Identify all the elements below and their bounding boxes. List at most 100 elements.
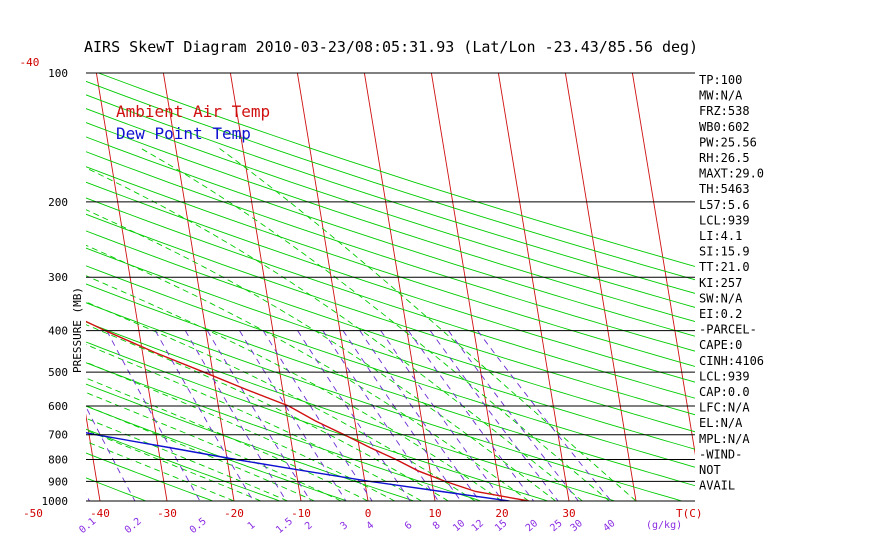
mixing-ratio-line xyxy=(359,330,480,501)
moist-adiabat-line xyxy=(86,301,476,501)
index-item: SI:15.9 xyxy=(699,245,750,259)
pressure-tick-label: 400 xyxy=(48,325,68,338)
index-item: L57:5.6 xyxy=(699,198,750,212)
mixing-ratio-unit-label: (g/kg) xyxy=(646,520,682,531)
mixing-ratio-line xyxy=(262,330,373,501)
dry-adiabat-line xyxy=(86,122,695,323)
index-item: EI:0.2 xyxy=(699,307,742,321)
dry-adiabat-line xyxy=(86,151,695,352)
isotherm-line xyxy=(0,73,33,501)
pressure-tick-label: 800 xyxy=(48,454,68,467)
dry-adiabat-line xyxy=(0,73,12,501)
moist-adiabat-line xyxy=(86,244,530,501)
axes: 1002003004005006007008009001000-120-110-… xyxy=(19,56,703,536)
moist-adiabat-line xyxy=(86,209,556,501)
temp-unit-label: T(C) xyxy=(676,507,703,520)
dew-point-temp-line xyxy=(86,432,510,501)
isotherm-line xyxy=(95,73,168,501)
index-item: WB0:602 xyxy=(699,120,750,134)
sounding-curves xyxy=(86,320,529,501)
legend-dew-point-temp: Dew Point Temp xyxy=(116,124,251,143)
dry-adiabat-line xyxy=(86,321,616,501)
moist-adiabat-line xyxy=(86,167,583,501)
isotherm-line xyxy=(363,73,436,501)
moist-adiabat-line xyxy=(86,275,503,501)
bottom-temp-tick-label: -40 xyxy=(90,507,110,520)
pressure-tick-label: 900 xyxy=(48,475,68,488)
dry-adiabat-line xyxy=(86,230,695,433)
bottom-temp-tick-label: 20 xyxy=(495,507,508,520)
dry-adiabat-line xyxy=(86,197,695,399)
moist-adiabat-line xyxy=(86,429,261,501)
pressure-tick-label: 1000 xyxy=(42,495,69,508)
mixing-ratio-line xyxy=(408,330,534,501)
index-item: -PARCEL- xyxy=(699,323,757,337)
isotherm-line xyxy=(564,73,637,501)
mixing-ratio-line xyxy=(185,330,287,501)
index-item: AVAIL xyxy=(699,479,735,493)
moist-adiabat-line xyxy=(86,417,288,501)
index-item: CAP:0.0 xyxy=(699,385,750,399)
isotherm-line xyxy=(430,73,503,501)
mixing-ratio-line xyxy=(429,330,559,501)
index-item: RH:26.5 xyxy=(699,151,750,165)
index-item: CAPE:0 xyxy=(699,338,742,352)
mixing-ratio-tick-label: 12 xyxy=(470,518,486,534)
dry-adiabat-line xyxy=(86,383,415,501)
legend-ambient-air-temp: Ambient Air Temp xyxy=(116,102,270,121)
index-item: EL:N/A xyxy=(699,416,743,430)
index-item: CINH:4106 xyxy=(699,354,764,368)
bottom-temp-tick-label: 30 xyxy=(562,507,575,520)
dry-adiabat-line xyxy=(86,362,482,501)
moist-adiabat-line xyxy=(86,344,422,501)
dry-adiabat-line xyxy=(86,428,281,501)
moist-adiabat-line xyxy=(140,148,610,501)
dry-adiabat-line xyxy=(86,265,695,468)
mixing-ratio-tick-label: 6 xyxy=(403,520,415,532)
bottom-temp-tick-label: -10 xyxy=(291,507,311,520)
isotherm-line xyxy=(229,73,302,501)
dry-adiabat-line xyxy=(86,213,695,416)
index-item: MPL:N/A xyxy=(699,432,750,446)
bottom-temp-tick-label: 0 xyxy=(365,507,372,520)
index-item: NOT xyxy=(699,463,721,477)
mixing-ratio-line xyxy=(207,330,311,501)
pressure-tick-label: 300 xyxy=(48,271,68,284)
dry-adiabat-line xyxy=(98,73,695,267)
bottom-temp-tick-label: 10 xyxy=(428,507,441,520)
moist-adiabat-line xyxy=(86,361,396,501)
bottom-temp-tick-label: -50 xyxy=(23,507,43,520)
mixing-ratio-tick-label: 1 xyxy=(246,520,258,532)
dry-adiabat-line xyxy=(86,302,683,501)
mixing-ratio-tick-label: 8 xyxy=(431,520,443,532)
y-axis-label: PRESSURE (MB) xyxy=(71,287,84,373)
grid-lines xyxy=(0,73,695,501)
index-item: MW:N/A xyxy=(699,89,743,103)
index-item: TH:5463 xyxy=(699,182,750,196)
mixing-ratio-tick-label: 0.5 xyxy=(188,516,209,536)
ambient-air-temp-line xyxy=(86,320,529,501)
index-item: -WIND- xyxy=(699,447,742,461)
dry-adiabat-line xyxy=(86,405,348,501)
mixing-ratio-tick-label: 4 xyxy=(365,520,377,532)
mixing-ratio-line xyxy=(448,330,579,501)
chart-title: AIRS SkewT Diagram 2010-03-23/08:05:31.9… xyxy=(84,38,698,56)
isotherm-line xyxy=(162,73,235,501)
dry-adiabat-line xyxy=(86,80,695,281)
dry-adiabat-line xyxy=(86,452,214,501)
mixing-ratio-tick-label: 25 xyxy=(548,518,564,534)
index-item: LI:4.1 xyxy=(699,229,742,243)
pressure-tick-label: 700 xyxy=(48,429,68,442)
pressure-tick-label: 200 xyxy=(48,196,68,209)
moist-adiabat-line xyxy=(219,148,637,501)
mixing-ratio-tick-label: 3 xyxy=(339,520,351,532)
pressure-tick-label: 600 xyxy=(48,400,68,413)
top-temp-tick-label: -40 xyxy=(19,56,39,69)
dry-adiabat-line xyxy=(86,341,549,501)
mixing-ratio-tick-label: 30 xyxy=(569,518,585,534)
bottom-temp-tick-label: -20 xyxy=(224,507,244,520)
moist-adiabat-line xyxy=(86,440,235,501)
mixing-ratio-tick-label: 15 xyxy=(493,518,509,534)
dry-adiabat-line xyxy=(86,166,695,367)
index-item: TP:100 xyxy=(699,73,742,87)
